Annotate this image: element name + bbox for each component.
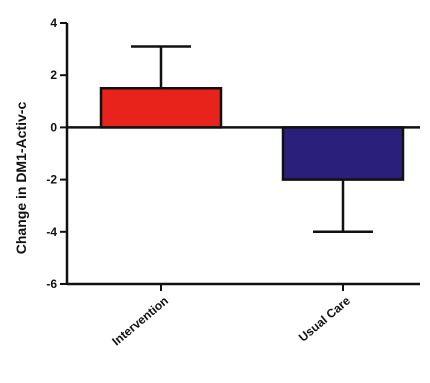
- y-axis-title: Change in DM1-Activ-c: [13, 102, 29, 255]
- y-tick-label: -4: [46, 225, 57, 239]
- y-tick-label: 0: [50, 120, 57, 134]
- bar-usual-care: [281, 126, 405, 181]
- x-tick-label: Intervention: [109, 294, 171, 349]
- y-tick-label: 4: [50, 16, 57, 30]
- bar-intervention: [99, 87, 223, 129]
- y-tick-label: -6: [46, 277, 57, 291]
- plot-area: 4 2 0 -2 -4 -6 Intervention Usual Care: [46, 16, 420, 348]
- x-tick-label: Usual Care: [296, 293, 353, 344]
- y-tick-label: 2: [50, 68, 57, 82]
- y-tick-label: -2: [46, 173, 57, 187]
